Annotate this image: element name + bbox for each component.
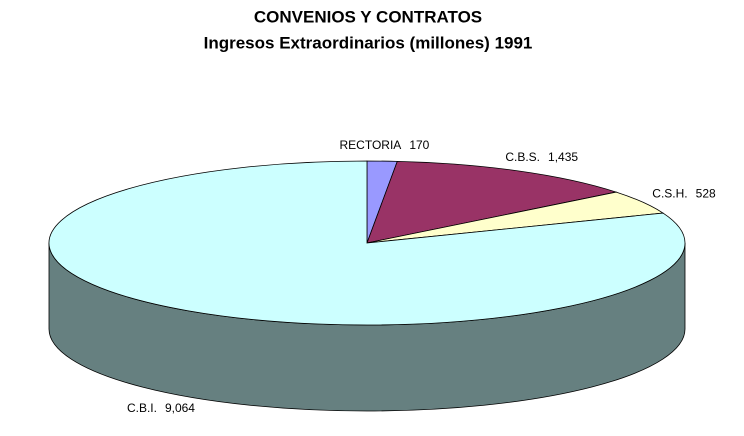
slice-label: C.S.H. 528 bbox=[652, 187, 716, 201]
slice-label: C.B.I. 9,064 bbox=[127, 401, 195, 415]
category-label: RECTORIA bbox=[340, 138, 402, 152]
value-label: 170 bbox=[409, 138, 429, 152]
value-label: 9,064 bbox=[165, 401, 195, 415]
chart-title: CONVENIOS Y CONTRATOS bbox=[254, 7, 482, 26]
slice-label: RECTORIA 170 bbox=[340, 138, 430, 152]
category-label: C.B.I. bbox=[127, 401, 157, 415]
chart-subtitle: Ingresos Extraordinarios (millones) 1991 bbox=[204, 33, 533, 52]
slice-label: C.B.S. 1,435 bbox=[505, 150, 578, 164]
category-label: C.B.S. bbox=[505, 150, 540, 164]
slice bbox=[366, 160, 618, 244]
value-label: 1,435 bbox=[548, 150, 578, 164]
slice bbox=[48, 160, 686, 326]
category-label: C.S.H. bbox=[652, 187, 687, 201]
value-label: 528 bbox=[696, 187, 716, 201]
